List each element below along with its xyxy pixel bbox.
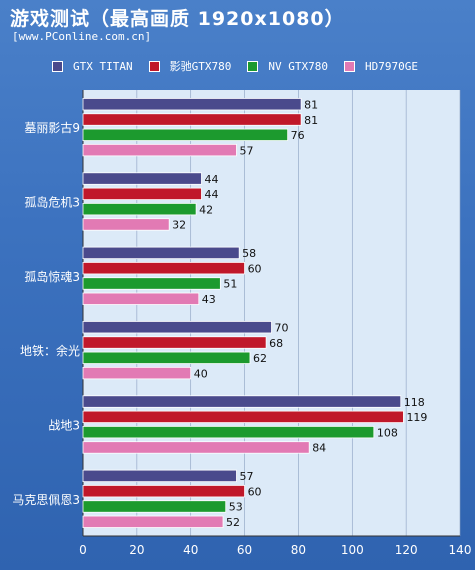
chart-title: 游戏测试（最高画质 1920x1080）	[10, 8, 345, 30]
legend-label: NV GTX780	[268, 59, 328, 73]
data-label: 57	[239, 144, 253, 157]
data-label: 81	[304, 114, 318, 127]
legend-item: 影驰GTX780	[148, 58, 232, 74]
data-label: 40	[194, 367, 208, 380]
bar	[82, 485, 245, 498]
data-label: 44	[204, 173, 218, 186]
data-label: 60	[248, 262, 262, 275]
legend-label: HD7970GE	[364, 59, 418, 73]
data-label: 57	[239, 470, 253, 483]
legend: GTX TITAN 影驰GTX780 NV GTX780 HD7970GE	[52, 57, 434, 75]
data-label: 68	[269, 337, 283, 350]
category-label: 孤岛危机3	[24, 195, 80, 210]
x-tick-label: 40	[183, 543, 198, 557]
bar	[82, 351, 251, 364]
bar	[82, 500, 227, 513]
x-tick-label: 100	[341, 543, 364, 557]
bar	[82, 218, 170, 231]
bar	[82, 321, 272, 334]
bar	[82, 515, 224, 528]
data-label: 32	[172, 219, 186, 232]
data-label: 118	[404, 396, 425, 409]
data-label: 44	[204, 188, 218, 201]
bar	[82, 113, 302, 126]
bar	[82, 336, 267, 349]
bar	[82, 246, 240, 260]
bar	[82, 98, 302, 111]
data-label: 70	[275, 321, 289, 334]
legend-swatch-nv-gtx780	[247, 60, 259, 72]
data-label: 60	[248, 485, 262, 498]
bar	[82, 410, 404, 424]
data-label: 62	[253, 352, 267, 365]
legend-swatch-galax-gtx780	[148, 60, 160, 72]
legend-item: GTX TITAN	[52, 60, 133, 73]
category-label: 墓丽影古9	[24, 120, 80, 135]
x-tick-label: 20	[129, 543, 144, 557]
legend-item: HD7970GE	[343, 59, 418, 73]
bar	[82, 262, 245, 275]
legend-item: NV GTX780	[247, 60, 328, 73]
source-url: [www.PConline.com.cn]	[12, 30, 152, 43]
category-label: 地铁：余光	[20, 343, 80, 358]
data-label: 81	[304, 98, 318, 111]
category-label: 战地3	[48, 419, 80, 433]
bar	[82, 366, 192, 380]
data-label: 119	[406, 411, 427, 424]
bar	[82, 395, 402, 408]
category-label: 马克思佩恩3	[12, 493, 80, 507]
bar	[82, 425, 375, 439]
plot-area	[83, 90, 460, 536]
x-tick-label: 0	[79, 543, 87, 557]
bar	[82, 202, 197, 216]
bar	[82, 292, 200, 305]
legend-label: 影驰GTX780	[169, 60, 232, 73]
bar	[82, 128, 289, 141]
data-label: 42	[199, 203, 213, 216]
bar	[82, 441, 310, 454]
bar	[82, 172, 202, 185]
data-label: 52	[226, 516, 240, 529]
legend-label: GTX TITAN	[73, 59, 133, 73]
legend-swatch-gtx-titan	[52, 60, 63, 72]
data-label: 58	[242, 247, 256, 260]
legend-swatch-hd7970ge	[343, 60, 355, 72]
bar	[82, 469, 237, 483]
data-label: 51	[223, 278, 237, 291]
data-label: 76	[291, 129, 305, 142]
x-tick-label: 60	[237, 543, 252, 557]
x-tick-label: 120	[395, 543, 418, 557]
x-tick-label: 80	[291, 543, 306, 557]
bar	[82, 143, 237, 157]
data-label: 84	[312, 442, 326, 455]
data-label: 53	[229, 501, 243, 514]
bar	[82, 187, 202, 201]
category-label: 孤岛惊魂3	[24, 269, 80, 284]
data-label: 108	[377, 426, 398, 439]
x-tick-label: 140	[449, 543, 472, 557]
data-label: 43	[202, 293, 216, 306]
bar	[82, 277, 221, 290]
